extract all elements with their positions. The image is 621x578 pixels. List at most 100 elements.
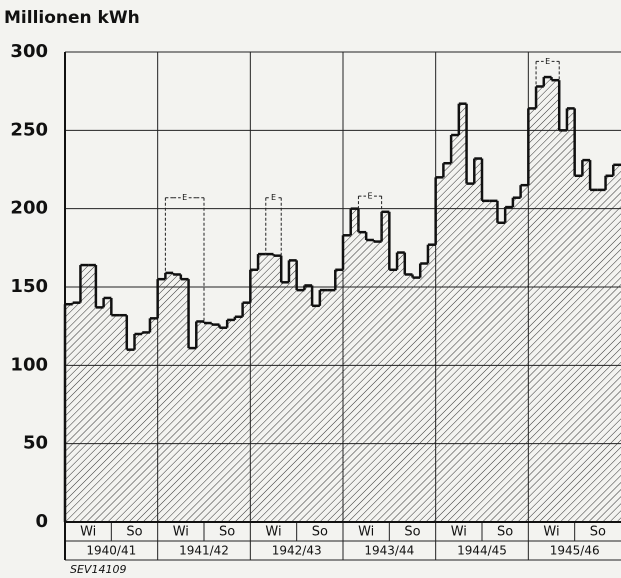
bar xyxy=(505,207,514,522)
y-axis-label: Millionen kWh xyxy=(4,8,140,28)
bar xyxy=(211,324,220,522)
year-label: 1941/42 xyxy=(179,544,229,558)
bar xyxy=(343,235,352,523)
bar xyxy=(149,318,158,522)
bar xyxy=(466,183,475,522)
y-tick-label: 250 xyxy=(10,119,48,140)
bar xyxy=(613,164,621,523)
bar xyxy=(566,108,575,523)
year-label: 1945/46 xyxy=(550,544,600,558)
bar xyxy=(265,254,274,522)
y-tick-label: 50 xyxy=(23,433,48,454)
e-label: E xyxy=(271,193,276,202)
bar xyxy=(443,163,452,522)
season-label: Wi xyxy=(265,525,281,540)
bar xyxy=(482,200,491,523)
bar xyxy=(605,175,614,522)
season-label: So xyxy=(219,525,235,540)
e-label-bg xyxy=(269,192,278,203)
y-tick-label: 300 xyxy=(10,41,48,62)
e-label: E xyxy=(182,193,187,202)
bar xyxy=(72,302,81,522)
bar xyxy=(281,282,290,522)
bar xyxy=(520,185,529,522)
bar xyxy=(574,175,583,522)
bar xyxy=(312,305,321,522)
bar xyxy=(412,277,421,522)
footnote: SEV14109 xyxy=(70,563,126,576)
bar xyxy=(304,285,313,522)
bar xyxy=(551,80,560,522)
season-label: Wi xyxy=(451,525,467,540)
bar xyxy=(234,316,243,522)
season-label: Wi xyxy=(358,525,374,540)
bar xyxy=(111,315,120,522)
bar xyxy=(420,263,429,522)
season-label: Wi xyxy=(80,525,96,540)
bar xyxy=(590,189,599,522)
e-label-bg xyxy=(366,191,375,202)
bar xyxy=(559,130,568,523)
bar xyxy=(142,332,151,522)
bar xyxy=(196,321,205,522)
bar xyxy=(165,272,174,522)
bar xyxy=(273,255,282,522)
season-label: So xyxy=(312,525,328,540)
bar xyxy=(296,290,305,522)
season-label: Wi xyxy=(173,525,189,540)
bar xyxy=(536,86,545,522)
bar xyxy=(88,265,97,522)
y-tick-label: 200 xyxy=(10,198,48,219)
bar xyxy=(157,279,166,522)
bar xyxy=(188,348,197,522)
bar xyxy=(126,349,135,522)
year-label: 1944/45 xyxy=(457,544,507,558)
bar xyxy=(335,269,344,522)
bar xyxy=(319,290,328,522)
e-label: E xyxy=(367,192,372,201)
bar xyxy=(528,108,537,523)
bar xyxy=(134,334,143,522)
bar xyxy=(497,222,506,522)
bar xyxy=(219,327,228,522)
bar xyxy=(397,252,406,523)
bar xyxy=(543,77,552,523)
season-label: So xyxy=(404,525,420,540)
bar xyxy=(227,319,236,522)
bar xyxy=(451,135,460,523)
y-tick-label: 0 xyxy=(35,511,48,532)
bar xyxy=(489,200,498,523)
bar xyxy=(180,279,189,522)
bar xyxy=(366,240,375,522)
year-label: 1942/43 xyxy=(272,544,322,558)
bar xyxy=(404,274,413,522)
bar xyxy=(204,323,213,522)
season-label: So xyxy=(126,525,142,540)
season-label: So xyxy=(590,525,606,540)
e-label: E xyxy=(545,57,550,66)
bar xyxy=(381,211,390,523)
bar xyxy=(103,297,112,522)
bar xyxy=(65,304,74,522)
bar xyxy=(582,160,591,522)
year-label: 1940/41 xyxy=(86,544,136,558)
bar xyxy=(80,265,89,522)
season-label: So xyxy=(497,525,513,540)
bar xyxy=(258,254,267,522)
season-label: Wi xyxy=(543,525,559,540)
bar xyxy=(458,103,467,522)
bar xyxy=(597,189,606,522)
bar xyxy=(250,269,259,522)
bar xyxy=(173,274,182,522)
bar xyxy=(512,197,521,522)
y-tick-label: 150 xyxy=(10,276,48,297)
year-label: 1943/44 xyxy=(364,544,414,558)
bar xyxy=(95,307,104,522)
bar xyxy=(288,260,297,522)
bar xyxy=(389,269,398,522)
bar xyxy=(358,232,367,522)
bar xyxy=(373,241,382,523)
bar xyxy=(327,290,336,522)
bar xyxy=(427,244,436,522)
